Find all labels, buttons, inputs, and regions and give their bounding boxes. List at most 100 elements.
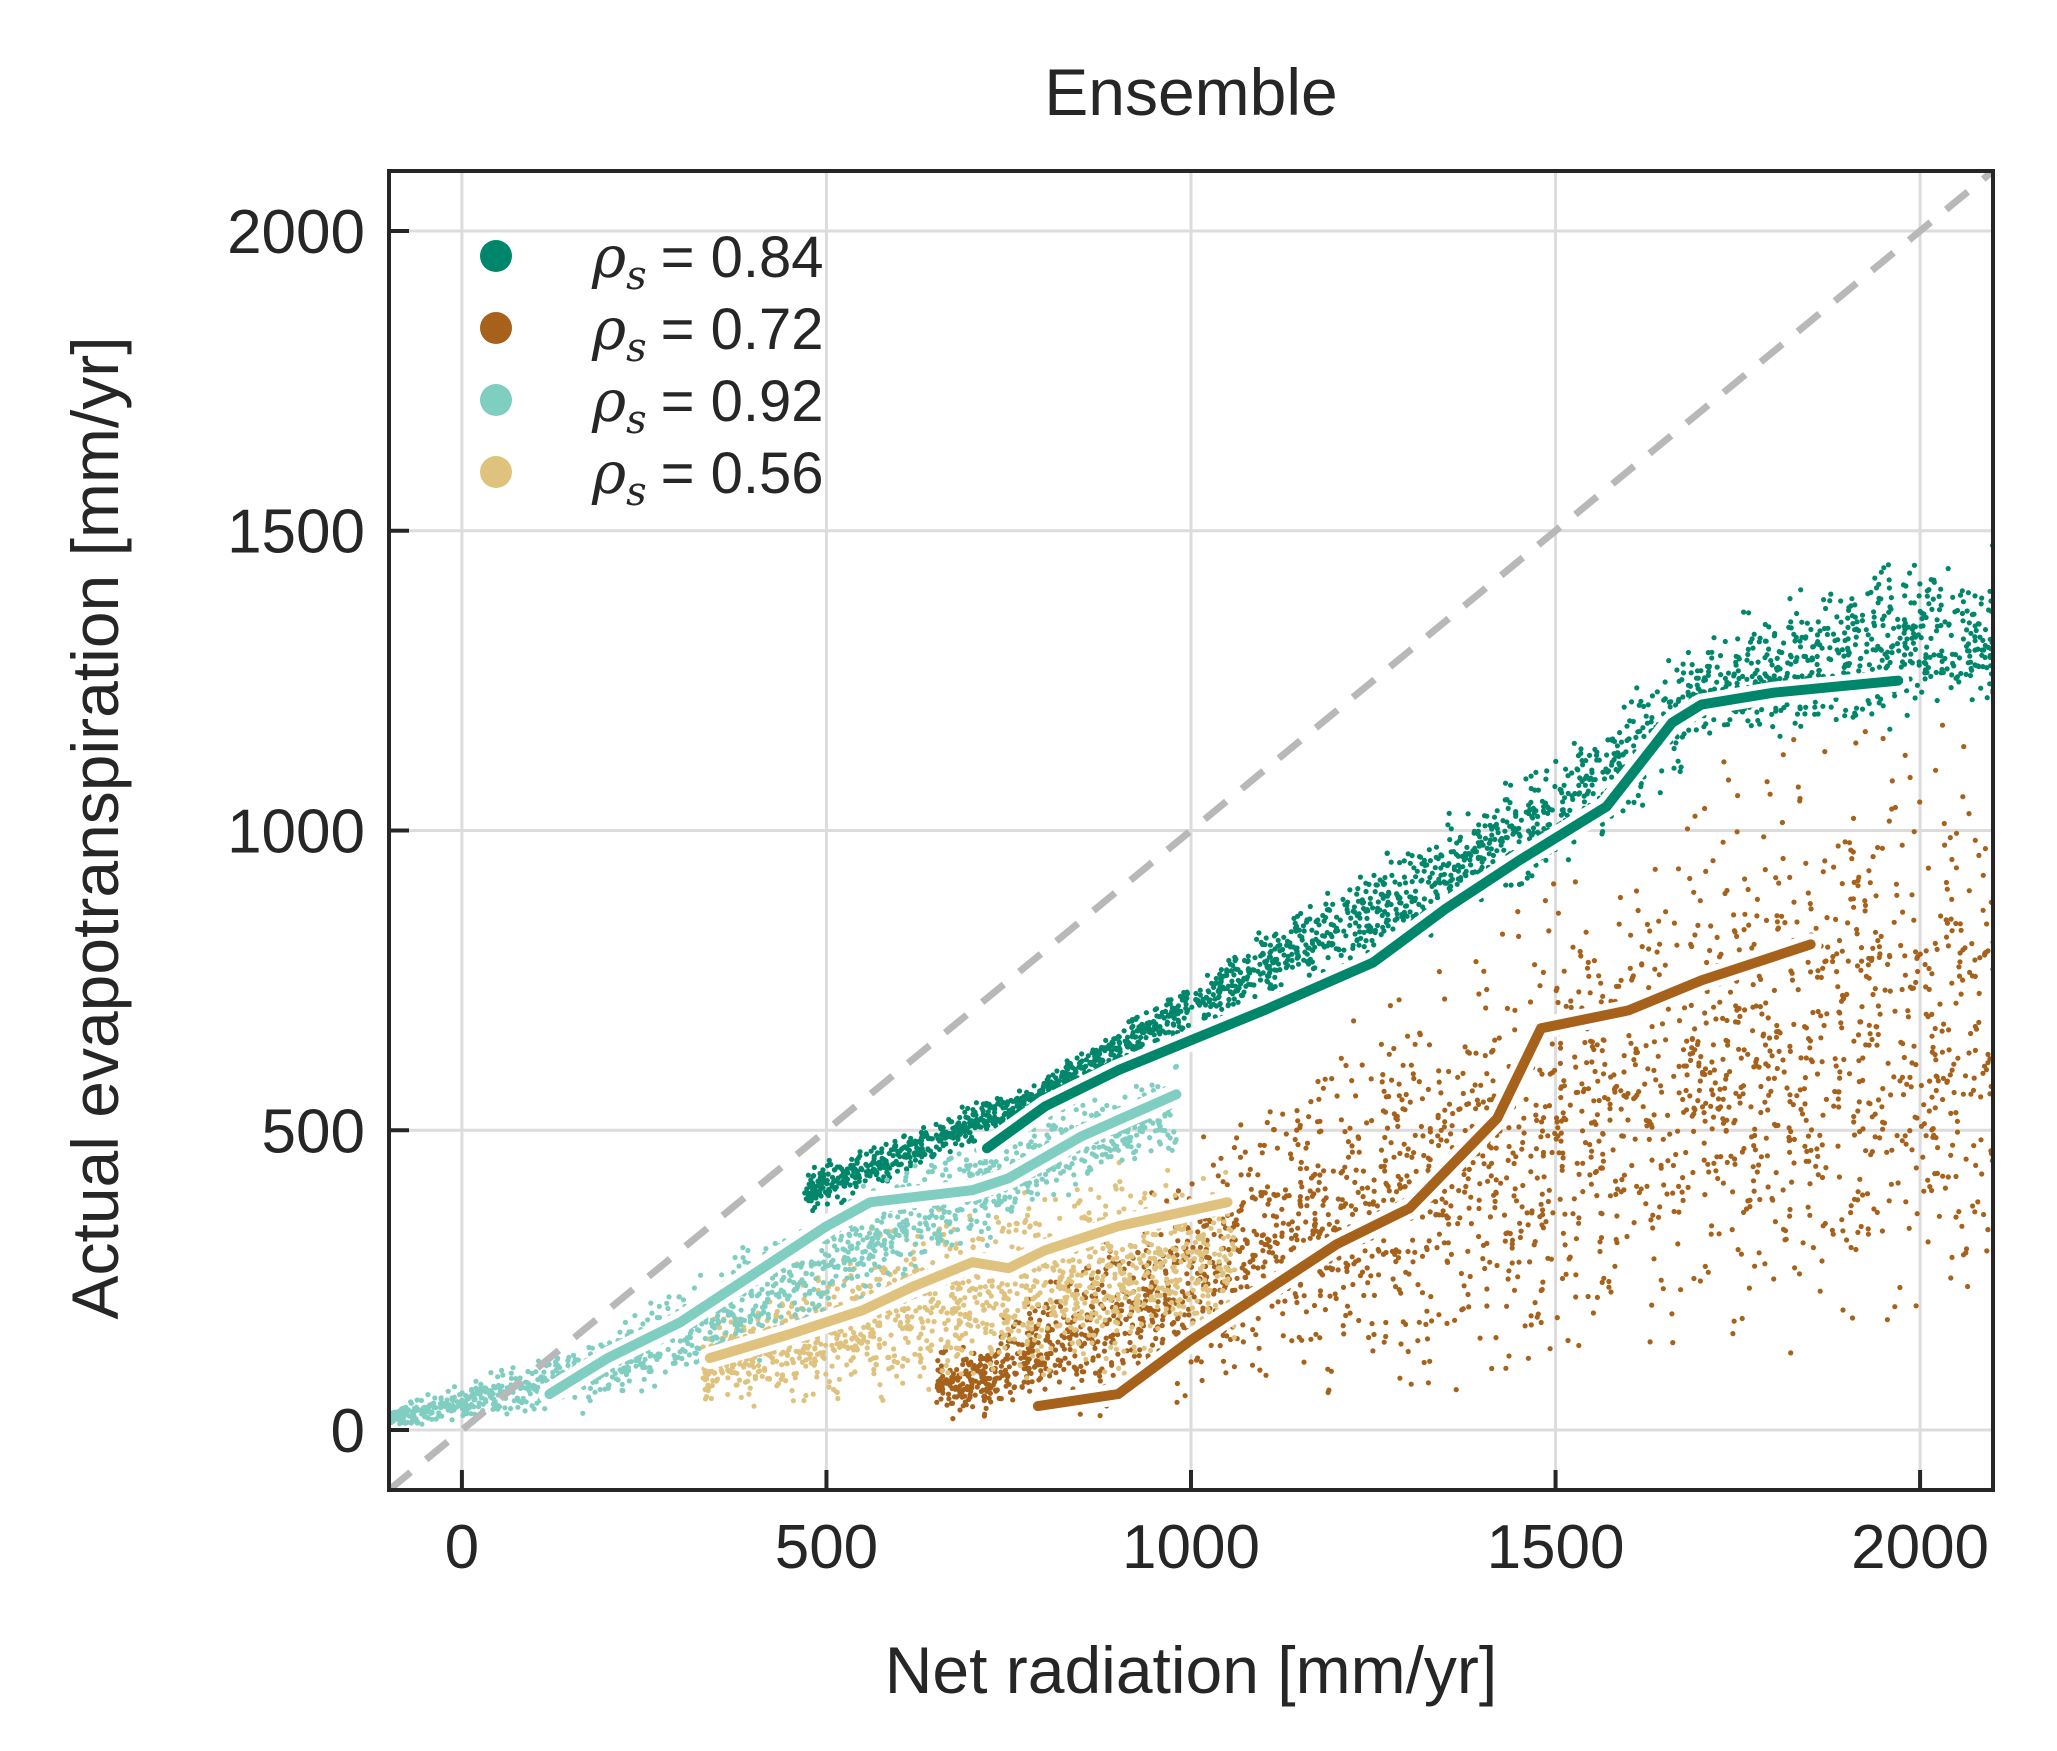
scatter-point <box>1750 982 1756 988</box>
scatter-point <box>1360 1168 1367 1174</box>
scatter-point <box>1193 990 1199 997</box>
scatter-point <box>1874 1209 1880 1215</box>
scatter-point <box>1552 1067 1558 1073</box>
scatter-point <box>1508 782 1514 788</box>
scatter-point <box>1589 782 1595 788</box>
scatter-point <box>1312 1221 1318 1227</box>
scatter-point <box>940 1127 946 1133</box>
scatter-point <box>1366 1210 1372 1216</box>
scatter-point <box>1933 669 1939 676</box>
scatter-point <box>1904 636 1910 642</box>
scatter-point <box>1525 1355 1531 1361</box>
scatter-point <box>1356 1135 1362 1141</box>
scatter-point <box>1249 1362 1256 1368</box>
scatter-point <box>1579 1128 1586 1134</box>
scatter-point <box>1347 922 1353 929</box>
scatter-point <box>1255 1315 1261 1322</box>
scatter-point <box>1876 581 1882 587</box>
scatter-point <box>1949 856 1955 863</box>
scatter-point <box>1945 943 1951 949</box>
scatter-point <box>1516 825 1522 831</box>
scatter-point <box>1436 1231 1442 1237</box>
scatter-point <box>1973 1026 1980 1032</box>
scatter-point <box>977 1361 984 1367</box>
scatter-point <box>1923 652 1929 658</box>
scatter-point <box>993 1117 999 1123</box>
scatter-point <box>1942 655 1948 662</box>
scatter-point <box>1124 1040 1130 1046</box>
scatter-point <box>1344 1174 1350 1180</box>
scatter-point <box>1982 846 1988 852</box>
scatter-point <box>1127 1339 1133 1346</box>
scatter-point <box>1978 1094 1984 1100</box>
scatter-point <box>1742 1007 1748 1013</box>
scatter-point <box>1951 663 1957 669</box>
scatter-point <box>1711 686 1718 692</box>
scatter-point <box>1665 1112 1671 1118</box>
scatter-point <box>1315 1187 1321 1193</box>
scatter-point <box>1066 1334 1072 1340</box>
scatter-point <box>1418 878 1424 884</box>
scatter-point <box>1506 1125 1512 1131</box>
scatter-point <box>1211 1231 1217 1238</box>
scatter-point <box>1628 1040 1634 1046</box>
scatter-point <box>1856 627 1862 634</box>
scatter-point <box>1363 1200 1369 1206</box>
scatter-point <box>1913 979 1919 986</box>
scatter-point <box>1701 1140 1707 1146</box>
scatter-point <box>1734 933 1740 940</box>
scatter-point <box>1519 1204 1525 1210</box>
scatter-point <box>950 1135 956 1141</box>
scatter-point <box>1804 620 1810 626</box>
scatter-point <box>1054 1068 1060 1074</box>
scatter-point <box>1317 1118 1323 1124</box>
scatter-point <box>1460 1070 1466 1076</box>
scatter-point <box>1024 1089 1030 1095</box>
scatter-point <box>1642 1081 1648 1087</box>
scatter-point <box>1467 857 1473 863</box>
scatter-point <box>1509 1241 1515 1247</box>
scatter-point <box>1676 1090 1682 1096</box>
scatter-point <box>1305 945 1311 951</box>
scatter-point <box>1489 1365 1495 1372</box>
scatter-point <box>1260 1232 1266 1238</box>
scatter-point <box>1844 1237 1850 1243</box>
scatter-point <box>1966 1050 1972 1056</box>
scatter-point <box>1701 1157 1707 1163</box>
scatter-point <box>1771 673 1777 679</box>
scatter-point <box>1862 729 1868 735</box>
scatter-point <box>1523 809 1529 815</box>
scatter-point <box>1643 1201 1649 1207</box>
scatter-point <box>989 1118 995 1124</box>
scatter-point <box>1241 1261 1247 1267</box>
scatter-point <box>1328 1368 1334 1374</box>
scatter-point <box>812 1195 818 1201</box>
scatter-point <box>985 1109 991 1115</box>
scatter-point <box>1376 1272 1382 1278</box>
scatter-point <box>1304 1140 1311 1146</box>
scatter-point <box>912 1157 919 1163</box>
scatter-point <box>1146 1022 1152 1028</box>
scatter-point <box>1828 591 1834 597</box>
scatter-point <box>1787 652 1794 658</box>
scatter-point <box>871 1167 878 1173</box>
scatter-point <box>904 1145 910 1151</box>
scatter-point <box>1848 896 1854 902</box>
scatter-point <box>1440 1208 1446 1214</box>
scatter-point <box>1220 1332 1226 1338</box>
scatter-point <box>1345 1154 1352 1160</box>
scatter-point <box>1306 1114 1312 1120</box>
scatter-point <box>1817 1288 1823 1294</box>
scatter-point <box>1357 874 1363 880</box>
scatter-point <box>1367 895 1373 901</box>
scatter-point <box>1646 946 1652 952</box>
scatter-point <box>1117 1049 1123 1055</box>
scatter-point <box>1612 1263 1618 1269</box>
scatter-point <box>1596 1097 1602 1104</box>
scatter-point <box>1597 1248 1603 1255</box>
scatter-point <box>1338 1055 1344 1061</box>
scatter-point <box>1949 1254 1955 1260</box>
scatter-point <box>1295 1142 1301 1148</box>
scatter-point <box>1887 726 1893 732</box>
scatter-point <box>1774 1022 1780 1029</box>
